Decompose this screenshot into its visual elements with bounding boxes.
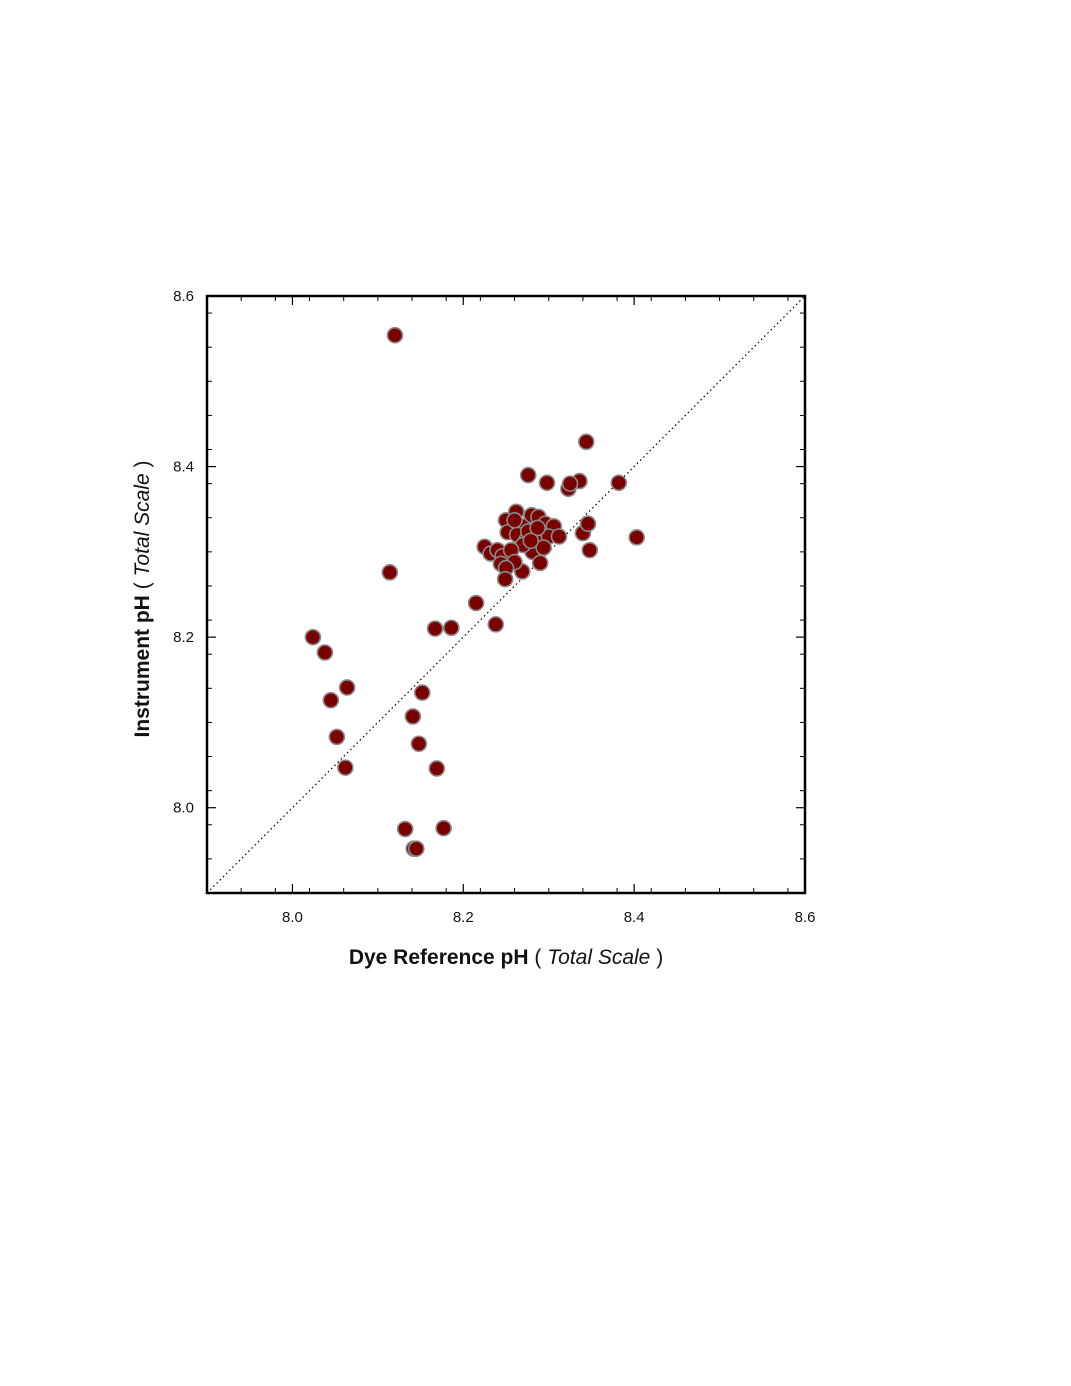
data-point <box>413 684 431 701</box>
data-point <box>410 735 428 753</box>
one-to-one-reference-line <box>206 295 806 894</box>
y-tick-label: 8.0 <box>173 800 194 817</box>
data-point <box>531 554 549 572</box>
data-point <box>435 819 452 837</box>
data-point <box>628 529 646 546</box>
data-point <box>396 820 414 838</box>
data-point <box>538 474 556 492</box>
data-point <box>322 691 340 709</box>
data-point <box>381 564 399 581</box>
data-point <box>561 475 579 492</box>
data-point <box>487 616 505 633</box>
reference-line-layer <box>206 295 806 894</box>
data-point <box>467 594 485 612</box>
data-point <box>610 474 628 492</box>
x-tick-label: 8.0 <box>282 909 303 926</box>
y-axis-title: Instrument pH ( Total Scale ) <box>131 461 154 738</box>
data-point <box>328 728 346 746</box>
data-point <box>316 644 334 661</box>
points-layer <box>304 326 646 857</box>
data-point <box>529 519 546 537</box>
x-tick-label: 8.6 <box>795 909 816 926</box>
x-tick-label: 8.2 <box>453 909 474 926</box>
data-point <box>579 515 597 533</box>
data-point <box>337 759 354 776</box>
data-point <box>428 760 446 777</box>
data-point <box>550 528 568 545</box>
data-point <box>578 433 595 451</box>
y-tick-label: 8.4 <box>173 459 194 476</box>
data-point <box>443 619 460 637</box>
data-point <box>338 679 356 696</box>
plot-frame <box>205 294 807 895</box>
data-point <box>386 326 404 344</box>
data-point <box>496 570 514 588</box>
data-point <box>519 466 537 484</box>
y-tick-labels: 8.0 8.2 8.4 8.6 <box>173 288 194 817</box>
y-tick-label: 8.6 <box>173 288 194 305</box>
x-tick-label: 8.4 <box>624 909 645 926</box>
data-point <box>535 539 552 556</box>
x-axis-title: Dye Reference pH ( Total Scale ) <box>349 946 663 969</box>
x-tick-labels: 8.0 8.2 8.4 8.6 <box>282 909 815 926</box>
y-tick-label: 8.2 <box>173 629 194 646</box>
data-point <box>581 541 599 559</box>
data-point <box>426 620 444 637</box>
data-point <box>404 708 422 725</box>
data-point <box>506 512 523 529</box>
data-point <box>522 532 540 550</box>
data-point <box>407 840 425 857</box>
data-point <box>304 628 322 646</box>
